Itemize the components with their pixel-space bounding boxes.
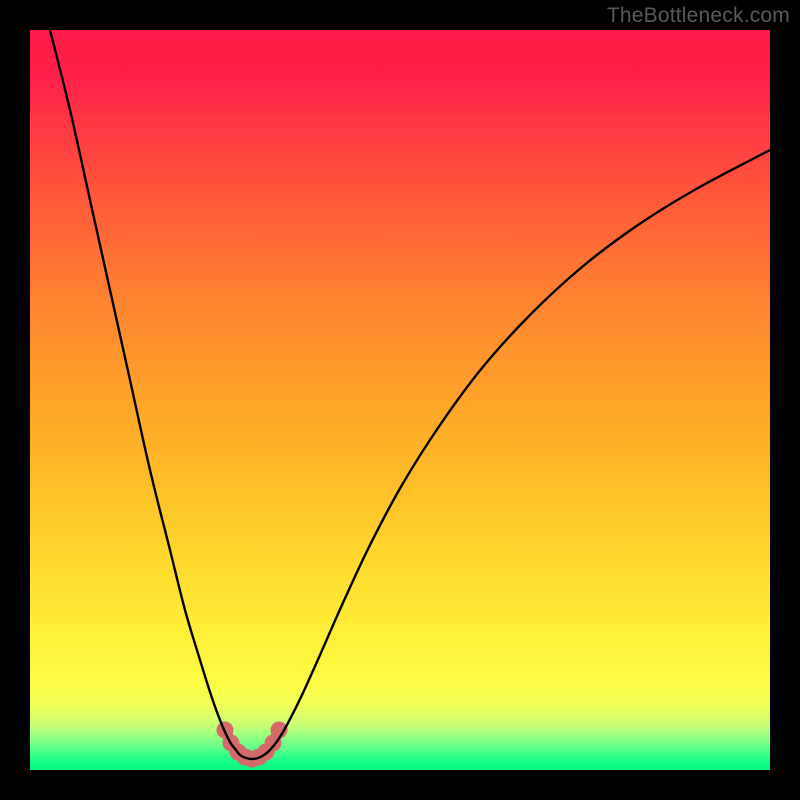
curve-layer bbox=[30, 30, 770, 770]
watermark-text: TheBottleneck.com bbox=[607, 4, 790, 28]
marker-group bbox=[217, 722, 287, 767]
plot-area bbox=[30, 30, 770, 770]
outer-frame: TheBottleneck.com bbox=[0, 0, 800, 800]
bottleneck-curve bbox=[50, 30, 770, 759]
